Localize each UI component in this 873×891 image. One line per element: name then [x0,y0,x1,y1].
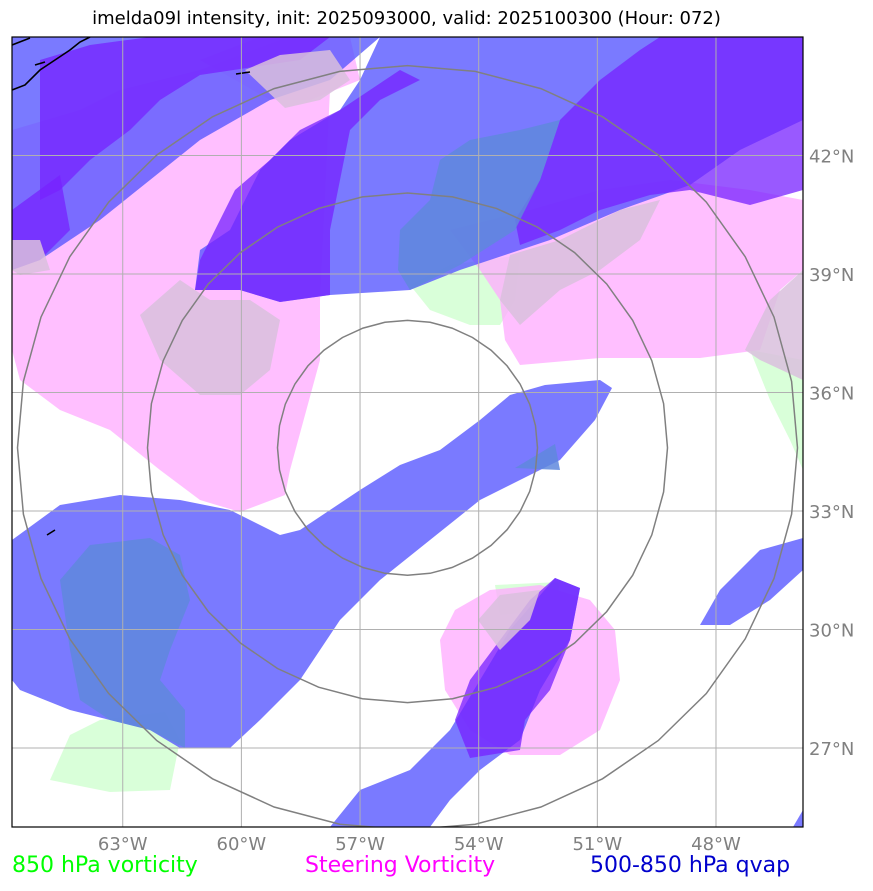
coastline-segment [12,37,251,536]
overlap-patch [515,444,560,470]
longitude-tick-label: 57°W [335,834,385,855]
longitude-tick-label: 60°W [217,834,267,855]
overlap-layer [12,50,803,748]
overlap-patch [60,538,190,748]
range-ring [146,192,669,704]
overlap-patch [500,200,660,325]
overlap-patch [478,590,540,650]
latitude-labels: 27°N 30°N 33°N 36°N 39°N 42°N [809,147,854,761]
latitude-tick-label: 33°N [809,502,854,523]
legend-qvap: 500-850 hPa qvap [590,853,791,878]
latitude-tick-label: 27°N [809,739,854,760]
latitude-tick-label: 42°N [809,147,854,168]
longitude-labels: 63°W 60°W 57°W 54°W 51°W 48°W [98,834,741,855]
range-ring [276,319,539,576]
overlap-patch [245,50,350,108]
qvap-core-patch [515,37,803,245]
qvap-core-patch [40,37,330,200]
longitude-tick-label: 63°W [98,834,148,855]
longitude-tick-label: 54°W [454,834,504,855]
vorticity-850-patch [750,350,803,470]
latitude-tick-label: 36°N [809,384,854,405]
qvap-core-patch [455,578,580,758]
longitude-tick-label: 48°W [691,834,741,855]
overlap-patch [12,240,50,275]
latitude-tick-label: 30°N [809,621,854,642]
map-title: imelda09l intensity, init: 2025093000, v… [92,8,721,29]
coastline [12,37,251,536]
overlap-patch [140,280,280,395]
legend-vorticity-850: 850 hPa vorticity [12,853,198,878]
legend-steering-vorticity: Steering Vorticity [305,853,496,878]
latitude-tick-label: 39°N [809,265,854,286]
qvap-core-patch [195,70,420,302]
plot-frame [11,36,804,828]
overlap-patch [745,270,803,380]
qvap-patch-corner [793,810,803,827]
range-rings [16,64,799,827]
longitude-tick-label: 51°W [572,834,622,855]
qvap-band-east [700,538,803,625]
range-ring [16,64,799,827]
qvap-core-layer [12,37,803,758]
graticule [12,37,803,827]
